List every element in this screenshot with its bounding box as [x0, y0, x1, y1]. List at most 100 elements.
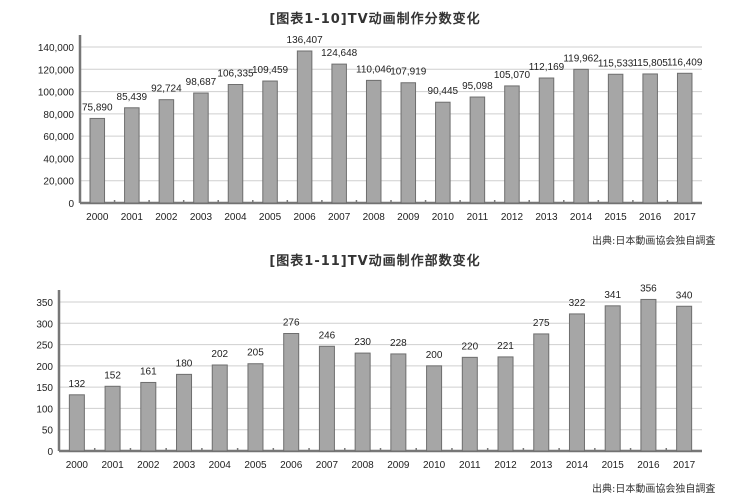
x-tick-label: 2002	[155, 212, 178, 223]
y-tick-label: 300	[36, 319, 53, 330]
x-tick-label: 2007	[328, 212, 351, 223]
bar-value-label: 115,805	[632, 58, 668, 69]
bar	[104, 385, 121, 452]
chart1-source: 出典:日本動画協会独自調査	[592, 236, 716, 247]
bar-value-label: 341	[604, 290, 621, 301]
x-tick-label: 2003	[173, 460, 196, 471]
x-tick-label: 2007	[316, 460, 339, 471]
x-tick-label: 2017	[674, 212, 697, 223]
x-tick-label: 2017	[673, 460, 696, 471]
bar-value-label: 106,335	[217, 69, 254, 80]
x-tick-label: 2016	[639, 212, 662, 223]
bar	[365, 79, 382, 204]
bar	[193, 92, 209, 204]
x-tick-label: 2015	[604, 212, 627, 223]
x-tick-label: 2002	[137, 460, 160, 471]
x-tick-label: 2004	[224, 212, 247, 223]
x-tick-label: 2004	[209, 460, 232, 471]
chart1-plot: 0 20,000 40,000 60,000 80,000 100,000 120,000 1…	[38, 35, 703, 223]
bar	[176, 373, 193, 452]
bar-value-label: 112,169	[529, 62, 565, 73]
bar-value-label: 205	[247, 348, 264, 359]
x-tick-label: 2001	[101, 460, 124, 471]
bar-value-label: 275	[533, 318, 550, 329]
bar-value-label: 110,046	[356, 64, 392, 75]
y-tick-label: 140,000	[38, 43, 75, 54]
bar	[262, 80, 278, 204]
bar-value-label: 98,687	[186, 77, 217, 88]
bar-value-label: 322	[569, 298, 586, 309]
bar-value-label: 85,439	[117, 92, 148, 103]
bar	[461, 356, 478, 452]
bar-value-label: 105,070	[494, 70, 531, 81]
bar	[640, 298, 657, 452]
y-tick-label: 20,000	[43, 177, 74, 188]
bar	[504, 85, 520, 204]
bar-value-label: 115,533	[598, 58, 634, 69]
bar-value-label: 152	[104, 370, 121, 381]
bar	[140, 381, 157, 452]
bar	[283, 333, 300, 452]
y-tick-label: 200	[36, 362, 53, 373]
x-tick-label: 2006	[293, 212, 316, 223]
bar-value-label: 276	[283, 318, 300, 329]
y-tick-label: 100	[36, 404, 53, 415]
bar	[296, 50, 313, 204]
bar	[124, 107, 140, 204]
bar	[676, 305, 693, 452]
bar	[89, 117, 106, 204]
bar	[469, 96, 486, 204]
x-tick-label: 2012	[501, 212, 524, 223]
bar	[538, 77, 555, 204]
y-tick-label: 0	[68, 199, 74, 210]
bar	[68, 394, 85, 452]
bar-value-label: 107,919	[390, 67, 427, 78]
bar	[435, 101, 451, 204]
bar-value-label: 90,445	[428, 86, 459, 97]
y-tick-label: 100,000	[38, 88, 75, 99]
x-tick-label: 2016	[637, 460, 660, 471]
bar-value-label: 132	[69, 379, 86, 390]
bar-value-label: 228	[390, 338, 407, 349]
bar	[533, 333, 550, 452]
x-tick-label: 2001	[121, 212, 144, 223]
bar	[426, 365, 443, 452]
bar	[573, 68, 589, 204]
bar-value-label: 75,890	[82, 102, 113, 113]
y-tick-label: 60,000	[43, 132, 74, 143]
x-tick-label: 2012	[494, 460, 517, 471]
bar-value-label: 161	[140, 366, 157, 377]
bar-value-label: 230	[354, 337, 371, 348]
x-tick-label: 2003	[190, 212, 213, 223]
bar-value-label: 124,648	[321, 48, 358, 59]
bar	[604, 305, 621, 452]
y-tick-label: 0	[47, 447, 53, 458]
x-tick-label: 2013	[530, 460, 553, 471]
bar	[331, 63, 347, 204]
x-tick-label: 2009	[387, 460, 410, 471]
bar	[568, 313, 585, 452]
x-tick-label: 2013	[535, 212, 558, 223]
bar	[400, 82, 417, 204]
bar-value-label: 200	[426, 350, 443, 361]
bar-value-label: 109,459	[252, 65, 289, 76]
x-tick-label: 2014	[570, 212, 593, 223]
x-tick-label: 2005	[259, 212, 282, 223]
x-tick-label: 2005	[244, 460, 267, 471]
bar	[354, 352, 371, 452]
bar	[318, 345, 335, 452]
bar-value-label: 116,409	[667, 57, 703, 68]
y-tick-label: 120,000	[38, 65, 75, 76]
bar-value-label: 92,724	[151, 84, 182, 95]
bar-value-label: 340	[676, 290, 693, 301]
bar-value-label: 246	[319, 330, 336, 341]
bar-value-label: 221	[497, 341, 514, 352]
x-tick-label: 2015	[602, 460, 625, 471]
x-tick-label: 2014	[566, 460, 589, 471]
x-tick-label: 2008	[363, 212, 386, 223]
x-tick-label: 2006	[280, 460, 303, 471]
bar	[497, 356, 514, 452]
y-tick-label: 350	[36, 298, 53, 309]
bar-value-label: 202	[211, 349, 228, 360]
y-tick-label: 40,000	[43, 154, 74, 165]
